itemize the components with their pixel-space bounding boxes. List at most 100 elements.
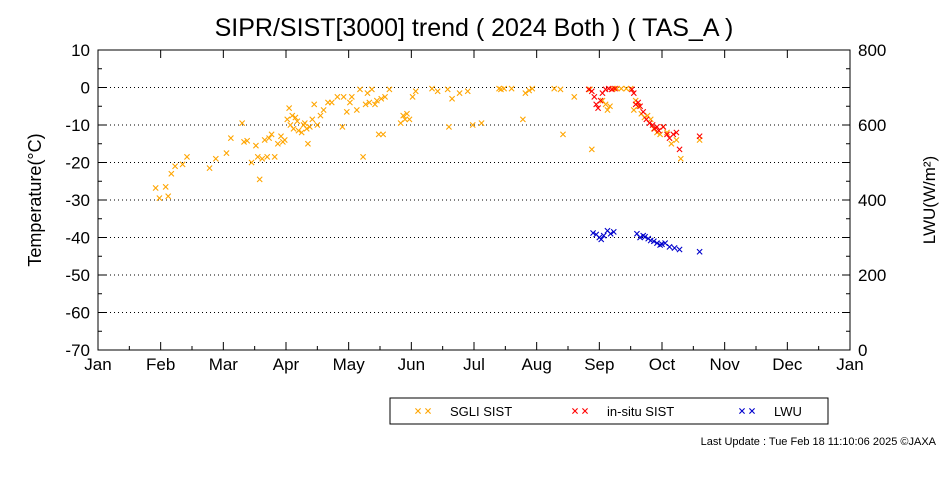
legend-marker (739, 408, 745, 414)
data-point (591, 93, 598, 100)
data-point (653, 123, 660, 130)
plot-area (152, 85, 703, 255)
data-point (274, 140, 281, 147)
data-point (449, 95, 456, 102)
data-point (281, 137, 288, 143)
data-point (348, 93, 355, 100)
data-point (239, 120, 246, 127)
data-point (268, 131, 275, 138)
data-point (403, 110, 410, 117)
x-tick-label: Nov (710, 355, 741, 374)
data-point (588, 88, 595, 95)
data-point (647, 116, 654, 123)
x-tick-label: Feb (146, 355, 175, 374)
data-point (286, 105, 293, 112)
data-point (241, 138, 248, 145)
data-point (317, 112, 324, 119)
chart-title: SIPR/SIST[3000] trend ( 2024 Both ) ( TA… (215, 14, 734, 42)
data-point (168, 170, 175, 177)
data-point (429, 85, 436, 92)
data-point (559, 131, 566, 138)
data-point (373, 97, 380, 104)
data-point (469, 122, 476, 128)
series-sgli-sist (152, 85, 703, 202)
data-point (649, 122, 656, 128)
axes: 100-10-20-30-40-50-60-708006004002000Jan… (65, 41, 886, 374)
data-point (650, 238, 657, 245)
data-point (602, 101, 609, 108)
series-lwu (590, 227, 703, 255)
data-point (445, 123, 452, 130)
data-point (412, 88, 419, 95)
data-point (673, 129, 680, 136)
data-point (526, 87, 533, 94)
data-point (248, 159, 255, 166)
data-point (606, 103, 613, 110)
data-point (664, 131, 671, 138)
data-point (294, 118, 301, 125)
data-point (635, 99, 642, 106)
data-point (664, 129, 671, 136)
data-point (172, 163, 179, 170)
data-point (696, 248, 703, 255)
data-point (612, 85, 618, 92)
data-point (637, 234, 644, 241)
x-tick-label: Jan (84, 355, 111, 374)
y-right-tick-label: 200 (858, 266, 886, 285)
data-point (244, 137, 251, 144)
data-point (600, 232, 607, 239)
data-point (676, 146, 683, 153)
data-point (343, 108, 350, 115)
data-point (256, 176, 263, 183)
data-point (295, 127, 302, 134)
data-point (304, 140, 311, 147)
data-point (183, 153, 190, 160)
grid-lines (98, 87, 850, 313)
data-point (339, 123, 346, 130)
data-point (378, 95, 385, 102)
legend-marker (749, 408, 755, 414)
y-left-tick-label: -70 (65, 341, 90, 360)
data-point (557, 86, 564, 93)
data-point (590, 230, 597, 236)
data-point (623, 85, 630, 92)
data-point (309, 116, 316, 123)
data-point (677, 155, 684, 162)
x-tick-label: Aug (522, 355, 552, 374)
data-point (162, 183, 169, 190)
y-left-tick-label: -10 (65, 116, 90, 135)
x-tick-label: Dec (772, 355, 803, 374)
data-point (340, 93, 347, 100)
data-point (618, 85, 625, 92)
data-point (254, 153, 261, 160)
data-point (628, 86, 635, 93)
y-right-tick-label: 800 (858, 41, 886, 60)
data-point (362, 101, 369, 108)
data-point (360, 153, 367, 160)
x-tick-label: Mar (209, 355, 239, 374)
data-point (406, 116, 413, 123)
data-point (320, 107, 327, 113)
data-point (402, 116, 409, 123)
data-point (588, 146, 595, 153)
y-left-tick-label: -50 (65, 266, 90, 285)
data-point (206, 165, 213, 172)
y-left-tick-label: -20 (65, 154, 90, 173)
data-point (478, 120, 485, 127)
data-point (604, 107, 611, 113)
data-point (292, 114, 299, 121)
y-right-tick-label: 0 (858, 341, 867, 360)
data-point (306, 123, 313, 130)
data-point (271, 153, 278, 160)
data-point (289, 112, 296, 119)
data-point (156, 195, 163, 202)
data-point (676, 246, 683, 253)
data-point (464, 88, 471, 95)
x-tick-label: Jul (463, 355, 485, 374)
data-point (607, 230, 614, 237)
legend-marker (572, 408, 578, 414)
data-point (551, 85, 558, 92)
data-point (598, 236, 605, 243)
y-left-tick-label: 0 (81, 79, 90, 98)
